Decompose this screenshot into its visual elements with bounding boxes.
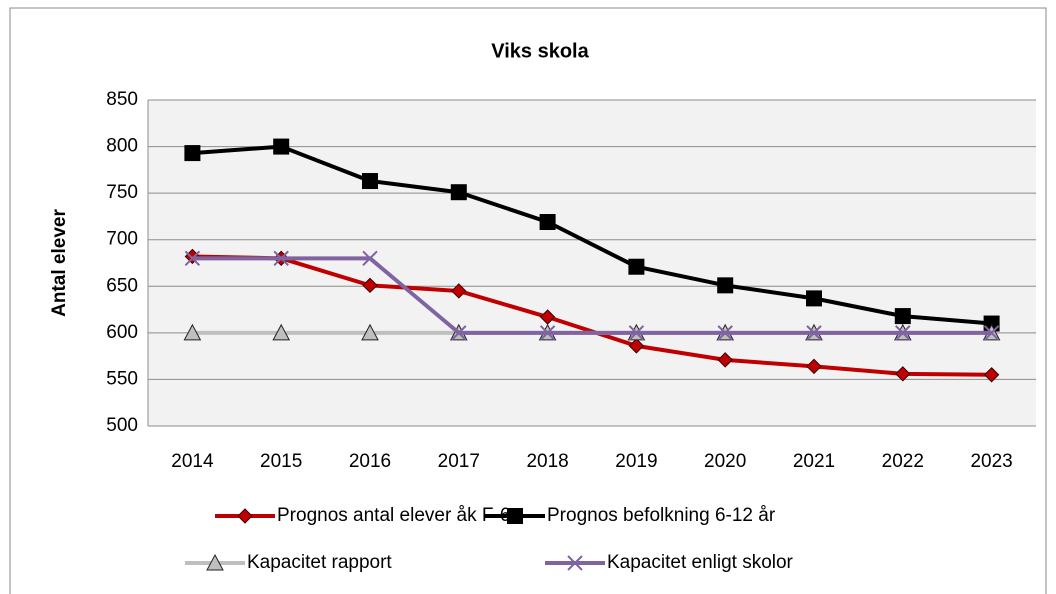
marker xyxy=(628,258,645,275)
marker xyxy=(895,325,911,341)
chart-title: Viks skola xyxy=(491,40,589,62)
y-tick-label: 850 xyxy=(106,89,138,110)
marker xyxy=(450,184,467,201)
y-tick-label: 500 xyxy=(106,415,138,436)
marker xyxy=(184,145,201,162)
marker xyxy=(539,214,556,231)
marker xyxy=(806,358,822,375)
marker xyxy=(983,367,1000,383)
x-tick-label: 2022 xyxy=(882,451,924,472)
marker xyxy=(273,250,289,267)
marker xyxy=(806,325,822,341)
marker xyxy=(273,138,290,155)
marker xyxy=(362,250,378,267)
y-tick-label: 750 xyxy=(106,182,138,203)
marker xyxy=(567,555,583,571)
y-tick-label: 800 xyxy=(106,136,138,157)
marker xyxy=(362,173,378,190)
marker xyxy=(717,325,733,341)
marker xyxy=(451,325,467,341)
marker xyxy=(206,553,224,571)
marker xyxy=(983,325,1000,341)
x-tick-label: 2014 xyxy=(171,451,214,472)
marker xyxy=(539,325,556,341)
marker xyxy=(806,290,822,307)
x-tick-label: 2021 xyxy=(793,451,835,472)
marker xyxy=(507,508,523,524)
marker xyxy=(184,250,201,267)
marker xyxy=(894,308,911,325)
y-tick-label: 550 xyxy=(106,368,138,389)
marker xyxy=(272,323,291,341)
x-tick-label: 2019 xyxy=(615,451,657,472)
x-tick-label: 2018 xyxy=(526,451,568,472)
x-tick-label: 2023 xyxy=(970,451,1012,472)
y-tick-label: 600 xyxy=(106,322,138,343)
marker xyxy=(628,338,645,354)
marker xyxy=(895,366,911,382)
marker xyxy=(237,508,253,524)
legend-label: Prognos befolkning 6-12 år xyxy=(547,505,776,526)
legend-label: Kapacitet rapport xyxy=(247,552,392,573)
series-line xyxy=(192,144,992,326)
marker xyxy=(717,352,733,368)
y-tick-label: 650 xyxy=(106,275,138,296)
marker xyxy=(451,283,467,299)
marker xyxy=(717,277,734,294)
y-tick-label: 700 xyxy=(106,229,138,250)
x-tick-label: 2017 xyxy=(438,451,480,472)
series-line xyxy=(192,256,992,335)
legend-label: Kapacitet enligt skolor xyxy=(607,552,794,573)
marker xyxy=(362,277,378,294)
legend-label: Prognos antal elever åk F-6 xyxy=(277,505,510,526)
marker xyxy=(361,323,379,341)
x-tick-label: 2020 xyxy=(704,451,746,472)
x-tick-label: 2016 xyxy=(349,451,391,472)
y-axis-label: Antal elever xyxy=(49,209,70,317)
marker xyxy=(183,323,202,341)
marker xyxy=(628,325,645,341)
x-tick-label: 2015 xyxy=(260,451,302,472)
